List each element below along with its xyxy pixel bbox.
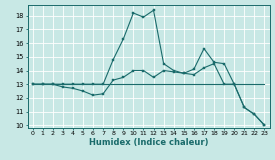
X-axis label: Humidex (Indice chaleur): Humidex (Indice chaleur) — [89, 138, 208, 147]
